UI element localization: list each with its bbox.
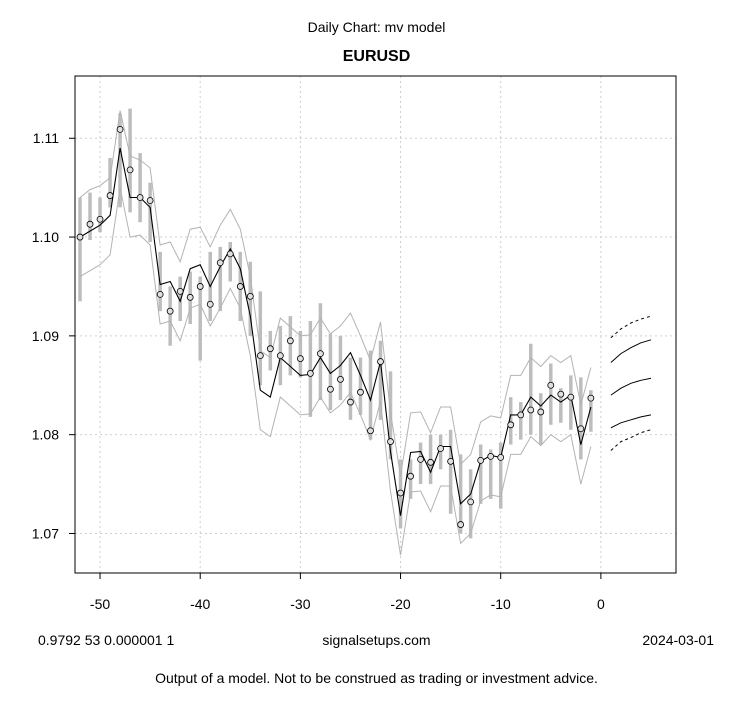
close-point — [86, 220, 94, 228]
close-point — [377, 358, 384, 365]
disclaimer-text: Output of a model. Not to be construed a… — [155, 670, 598, 686]
close-point — [387, 438, 394, 445]
close-point — [96, 215, 104, 223]
close-point — [517, 411, 525, 419]
y-tick-label: 1.11 — [33, 130, 59, 146]
close-point — [457, 521, 465, 528]
forecast-outer-upper-line — [610, 315, 652, 339]
close-point — [547, 381, 555, 389]
close-point — [557, 390, 565, 398]
close-point — [327, 385, 334, 393]
close-point — [477, 456, 485, 464]
close-point — [236, 283, 244, 290]
close-point — [507, 421, 515, 429]
close-point — [587, 394, 595, 402]
close-point — [196, 283, 204, 290]
close-point — [577, 425, 585, 433]
plot-frame — [74, 75, 677, 574]
forecast-inner-lower-line — [610, 414, 652, 429]
close-point — [487, 453, 495, 460]
close-point — [317, 350, 324, 358]
forecast-center-line — [610, 377, 652, 396]
close-point — [567, 393, 575, 401]
close-point — [256, 352, 264, 360]
close-point — [136, 194, 144, 201]
close-point — [226, 250, 234, 258]
close-point — [176, 287, 184, 295]
close-point — [276, 352, 284, 360]
close-point — [296, 355, 304, 362]
close-point — [306, 370, 314, 377]
close-point — [146, 197, 154, 204]
close-point — [166, 307, 174, 315]
y-tick-label: 1.09 — [32, 328, 59, 344]
x-tick-label: -30 — [290, 596, 310, 612]
chart-title: EURUSD — [342, 48, 411, 65]
close-point — [447, 457, 455, 465]
close-point — [106, 192, 114, 199]
close-point — [367, 427, 374, 435]
close-point — [537, 408, 545, 416]
close-point — [357, 388, 364, 396]
x-tick-label: 0 — [597, 596, 605, 612]
close-point — [437, 445, 445, 452]
site-label: signalsetups.com — [322, 632, 431, 648]
close-point — [417, 455, 424, 463]
model-params-label: 0.9792 53 0.000001 1 — [38, 632, 175, 648]
y-tick-label: 1.07 — [32, 525, 59, 541]
close-point — [216, 259, 224, 267]
model-line — [79, 147, 592, 516]
forecast-inner-upper-line — [610, 339, 652, 363]
forecast-outer-lower-line — [610, 429, 652, 451]
x-tick-label: -40 — [190, 596, 210, 612]
chart-supertitle: Daily Chart: mv model — [307, 19, 446, 35]
close-point — [467, 498, 475, 506]
close-point — [246, 292, 254, 300]
close-point — [407, 472, 414, 480]
close-point — [337, 375, 344, 383]
date-label: 2024-03-01 — [642, 632, 714, 648]
close-point — [266, 345, 274, 353]
close-point — [347, 398, 354, 406]
close-point — [156, 290, 164, 298]
close-point — [186, 293, 194, 301]
close-point — [397, 489, 404, 497]
close-point — [527, 406, 535, 414]
close-point — [76, 233, 84, 241]
y-tick-label: 1.10 — [32, 229, 59, 245]
x-tick-label: -20 — [390, 596, 410, 612]
x-tick-label: -50 — [90, 596, 110, 612]
close-point — [286, 337, 294, 345]
y-tick-label: 1.08 — [32, 427, 59, 443]
close-point — [427, 458, 434, 466]
band-lower-line — [79, 187, 592, 556]
close-point — [126, 166, 134, 174]
x-tick-label: -10 — [491, 596, 511, 612]
close-point — [116, 125, 124, 133]
band-upper-line — [79, 110, 592, 477]
close-point — [206, 300, 214, 308]
close-point — [497, 453, 505, 461]
